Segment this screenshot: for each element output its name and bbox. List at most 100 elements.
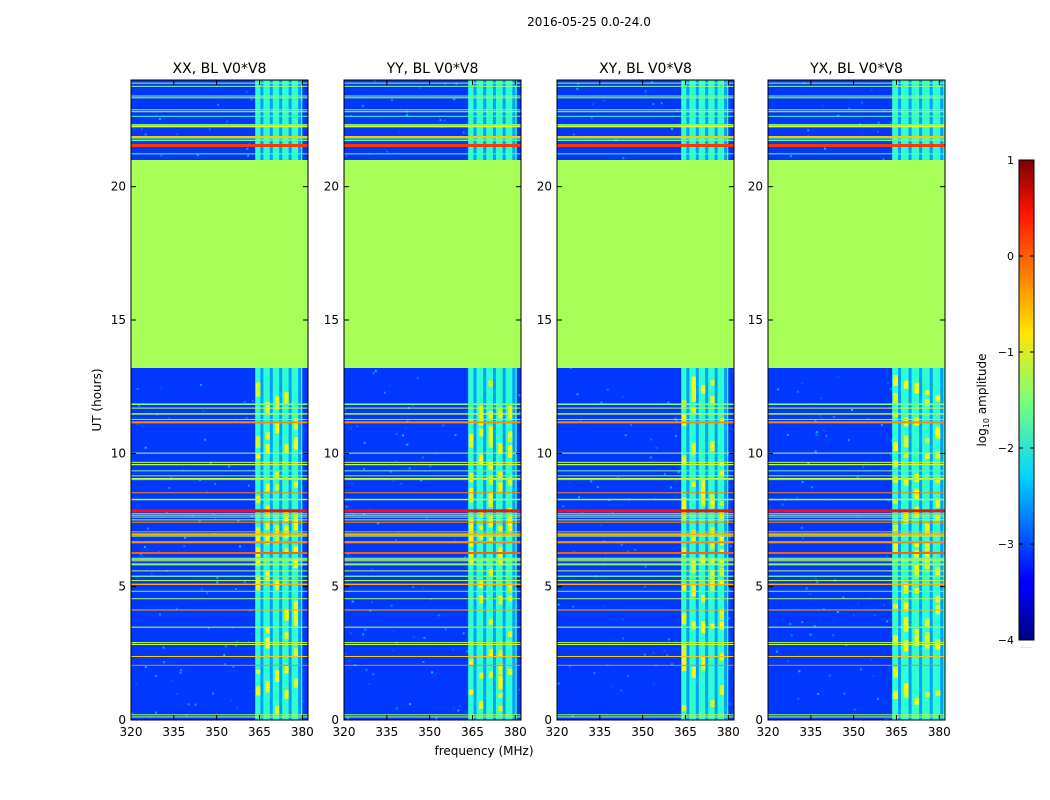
rfi-line (768, 716, 945, 718)
rfi-strong-line (557, 136, 734, 138)
rfi-patch (893, 635, 898, 644)
rfi-strong-line (768, 421, 945, 424)
noise-speckle (599, 524, 602, 527)
noise-speckle (807, 134, 810, 137)
rfi-line (557, 479, 734, 481)
noise-speckle (856, 476, 859, 479)
noise-speckle (400, 482, 403, 485)
rfi-strong-line (557, 421, 734, 424)
noise-speckle (789, 155, 792, 158)
rfi-line (131, 153, 308, 155)
rfi-line (768, 598, 945, 600)
noise-speckle (243, 400, 246, 403)
rfi-patch (924, 523, 930, 531)
rfi-patch (488, 618, 493, 625)
y-tick-label: 20 (324, 180, 339, 194)
rfi-patch (478, 511, 484, 518)
rfi-patch (682, 455, 687, 465)
rfi-strong-line (557, 533, 734, 536)
rfi-line (344, 499, 521, 501)
rfi-line (768, 564, 945, 566)
noise-speckle (819, 620, 822, 623)
noise-speckle (644, 585, 647, 588)
rfi-line (131, 575, 308, 577)
noise-speckle (728, 536, 731, 539)
rfi-patch (265, 402, 270, 413)
noise-speckle (590, 116, 593, 119)
rfi-line (131, 413, 308, 415)
rfi-patch (935, 451, 941, 459)
rfi-line (344, 563, 521, 565)
rfi-patch (700, 622, 706, 634)
rfi-strong-line (344, 584, 521, 585)
rfi-patch (256, 688, 261, 695)
noise-speckle (883, 701, 886, 704)
noise-speckle (660, 102, 663, 105)
rfi-patch (256, 575, 261, 585)
heatmap-0 (131, 80, 308, 720)
noise-speckle (822, 608, 825, 611)
noise-speckle (230, 699, 233, 702)
rfi-patch (719, 560, 725, 567)
rfi-patch (719, 461, 725, 466)
noise-speckle (817, 692, 820, 695)
rfi-gap (714, 80, 718, 720)
rfi-patch (284, 690, 289, 699)
noise-speckle (668, 638, 671, 641)
rfi-strong-line (557, 509, 734, 513)
noise-speckle (251, 399, 254, 402)
rfi-patch (691, 407, 696, 414)
noise-speckle (593, 672, 596, 675)
rfi-patch (274, 670, 280, 678)
rfi-patch (498, 595, 503, 605)
rfi-strong-line (768, 509, 945, 513)
rfi-line (131, 516, 308, 518)
noise-speckle (676, 109, 679, 112)
rfi-patch (284, 392, 289, 404)
noise-speckle (150, 572, 153, 575)
rfi-patch (488, 515, 493, 528)
x-tick-label: 380 (928, 725, 951, 739)
noise-speckle (853, 614, 856, 617)
rfi-gap (269, 80, 273, 720)
noise-speckle (136, 422, 139, 425)
noise-speckle (408, 467, 411, 470)
noise-speckle (654, 497, 657, 500)
rfi-line (131, 714, 308, 716)
rfi-line (768, 475, 945, 477)
rfi-line (557, 716, 734, 718)
rfi-patch (719, 567, 725, 577)
y-tick-label: 5 (118, 580, 126, 594)
noise-speckle (155, 711, 158, 714)
rfi-line (131, 138, 308, 140)
rfi-patch (710, 569, 715, 578)
rfi-strong-line (344, 464, 521, 465)
noise-speckle (183, 545, 186, 548)
rfi-line (344, 475, 521, 477)
noise-speckle (136, 387, 139, 390)
noise-speckle (214, 517, 217, 520)
noise-speckle (162, 646, 165, 649)
noise-speckle (344, 652, 347, 655)
y-tick-label: 0 (544, 713, 552, 727)
noise-speckle (462, 131, 465, 134)
noise-speckle (349, 600, 352, 603)
rfi-line (557, 563, 734, 565)
rfi-line (344, 575, 521, 577)
noise-speckle (825, 434, 828, 437)
noise-speckle (351, 482, 354, 485)
noise-speckle (236, 640, 239, 643)
rfi-patch (469, 434, 474, 440)
rfi-line (557, 138, 734, 140)
rfi-line (344, 531, 521, 533)
noise-speckle (202, 410, 205, 413)
rfi-patch (284, 608, 289, 619)
noise-speckle (634, 548, 637, 551)
rfi-patch (498, 546, 503, 556)
rfi-line (344, 580, 521, 582)
noise-speckle (133, 642, 136, 645)
noise-speckle (872, 674, 875, 677)
noise-speckle (362, 633, 365, 636)
noise-speckle (160, 154, 163, 157)
rfi-strong-line (131, 125, 308, 128)
